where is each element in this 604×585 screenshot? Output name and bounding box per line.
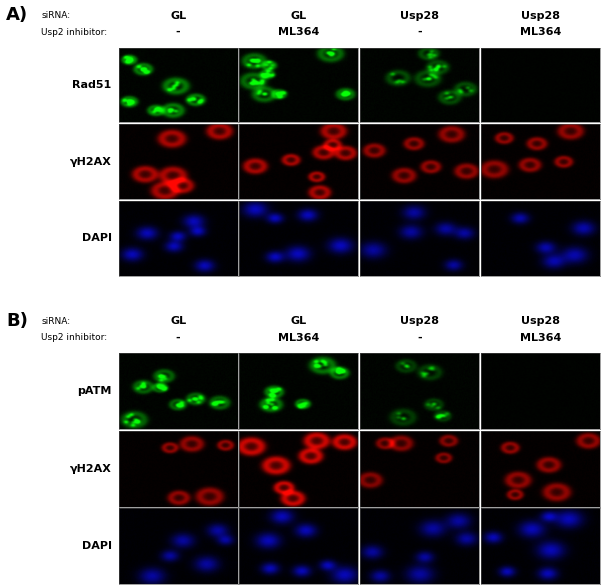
Text: ML364: ML364 [520, 333, 561, 343]
Text: Usp28: Usp28 [400, 316, 439, 326]
Text: DAPI: DAPI [82, 541, 112, 551]
Text: ML364: ML364 [520, 27, 561, 37]
Text: γH2AX: γH2AX [70, 157, 112, 167]
Text: Usp2 inhibitor:: Usp2 inhibitor: [41, 27, 107, 37]
Text: GL: GL [170, 11, 186, 21]
Text: -: - [417, 27, 422, 37]
Text: A): A) [6, 6, 28, 24]
Text: Usp28: Usp28 [521, 11, 560, 21]
Text: siRNA:: siRNA: [41, 317, 70, 326]
Text: GL: GL [291, 11, 307, 21]
Text: -: - [176, 27, 181, 37]
Text: siRNA:: siRNA: [41, 11, 70, 20]
Text: ML364: ML364 [278, 27, 320, 37]
Text: GL: GL [170, 316, 186, 326]
Text: ML364: ML364 [278, 333, 320, 343]
Text: Usp28: Usp28 [400, 11, 439, 21]
Text: -: - [176, 333, 181, 343]
Text: γH2AX: γH2AX [70, 464, 112, 474]
Text: pATM: pATM [77, 386, 112, 396]
Text: -: - [417, 333, 422, 343]
Text: Usp28: Usp28 [521, 316, 560, 326]
Text: DAPI: DAPI [82, 233, 112, 243]
Text: GL: GL [291, 316, 307, 326]
Text: Usp2 inhibitor:: Usp2 inhibitor: [41, 333, 107, 342]
Text: B): B) [6, 311, 28, 329]
Text: Rad51: Rad51 [72, 80, 112, 90]
